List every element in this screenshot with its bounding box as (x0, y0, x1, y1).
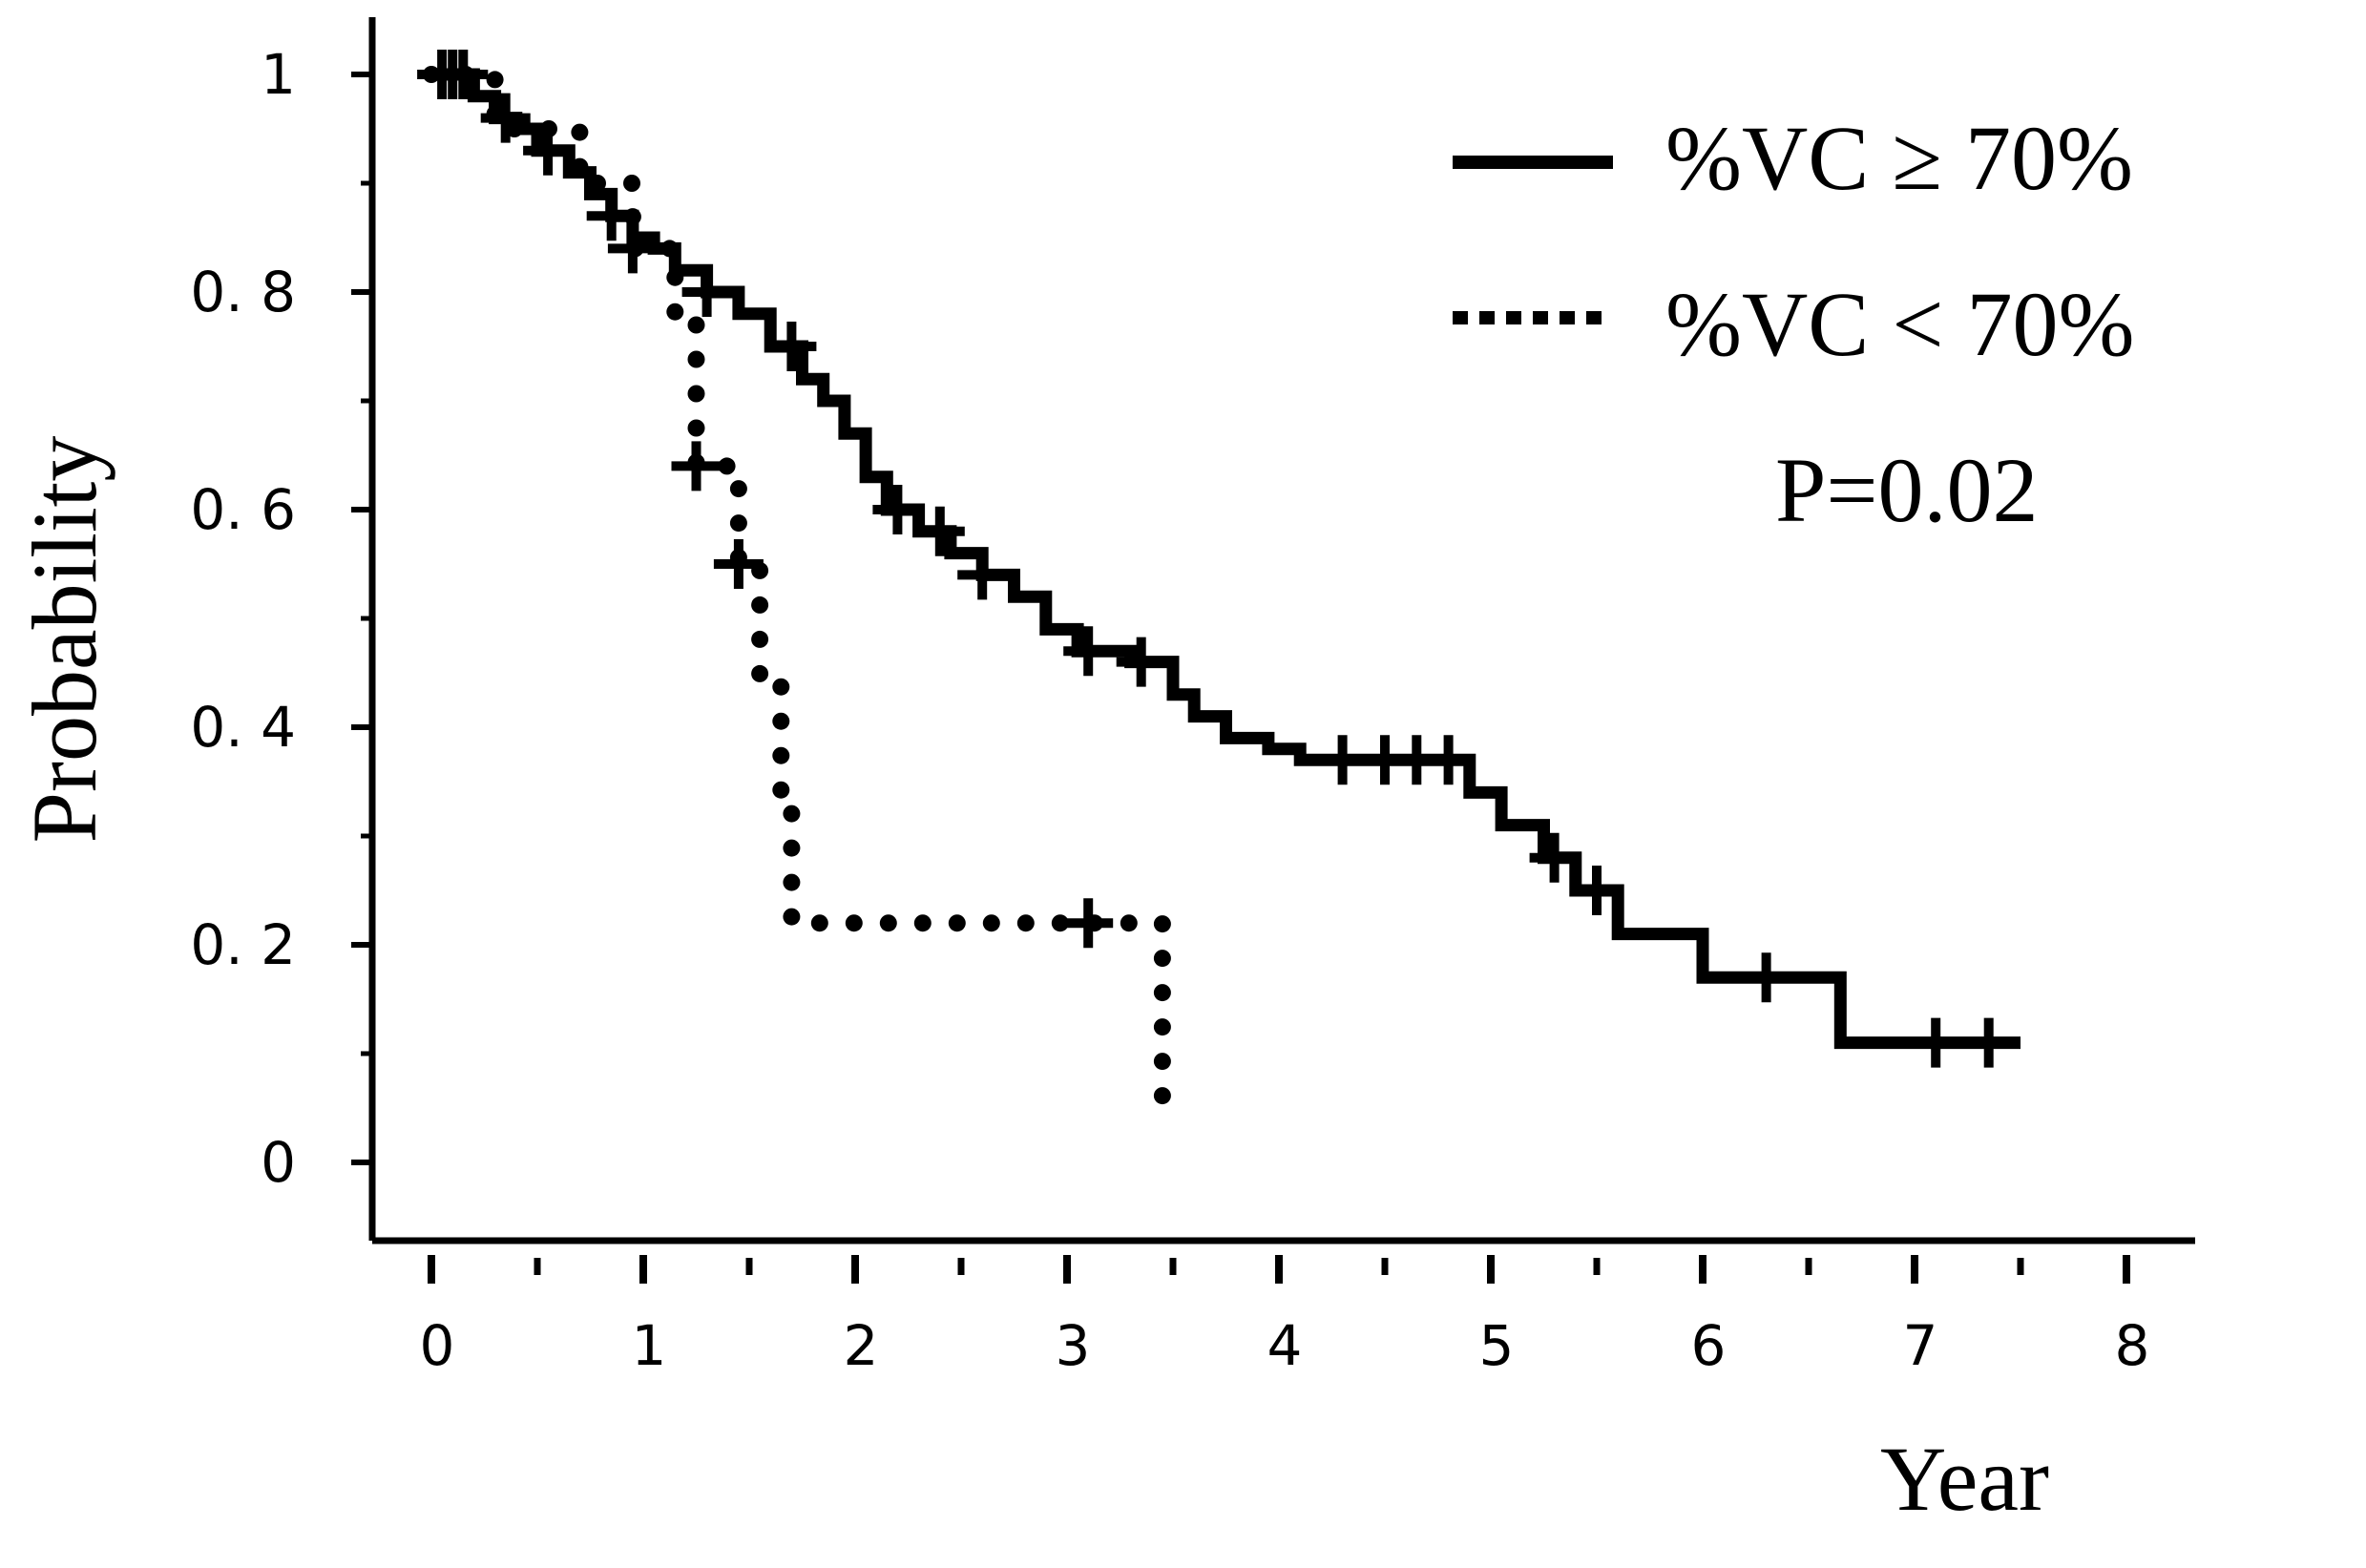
censor-mark (1116, 637, 1166, 687)
censor-mark (713, 539, 764, 589)
censor-mark (1317, 735, 1368, 785)
censor-mark (1063, 898, 1114, 949)
axes-group (368, 17, 2195, 1244)
x-tick-label: 7 (1903, 1313, 1938, 1378)
censor-mark (681, 267, 732, 317)
legend: %VC ≥ 70% %VC < 70% P=0.02 (1453, 107, 2134, 541)
censor-mark (914, 506, 965, 556)
censor-mark (1741, 952, 1791, 1003)
y-tick-label: 0 (261, 1130, 296, 1195)
x-tick-label: 2 (844, 1313, 879, 1378)
censor-mark (1572, 866, 1622, 915)
y-tick-label: 0. 6 (190, 477, 296, 542)
censor-mark (1423, 735, 1474, 785)
x-tick-label: 3 (1056, 1313, 1091, 1378)
censor-mark (1063, 626, 1114, 677)
censor-mark (957, 550, 1008, 600)
x-tick-label: 8 (2115, 1313, 2150, 1378)
legend-label-vc-low: %VC < 70% (1665, 273, 2134, 375)
censor-mark (766, 322, 817, 371)
series-line-vc-low (423, 66, 1171, 1139)
y-tick-label: 0. 8 (190, 260, 296, 324)
x-tick-label: 6 (1691, 1313, 1727, 1378)
y-tick-label: 1 (261, 42, 296, 107)
censor-mark (671, 441, 722, 491)
legend-label-vc-high: %VC ≥ 70% (1665, 107, 2133, 209)
censor-mark (1963, 1017, 2014, 1068)
y-tick-label: 0. 4 (190, 695, 296, 760)
censor-mark (1529, 832, 1580, 883)
x-tick-label: 0 (420, 1313, 455, 1378)
x-axis-title: Year (1880, 1428, 2049, 1530)
censor-mark (872, 485, 923, 534)
x-ticks-group: 0 1 2 3 4 5 6 7 8 (420, 1255, 2150, 1378)
series-layer (417, 50, 2021, 1139)
y-ticks-group: 0 0. 2 0. 6 0. 4 0. 8 1 (190, 42, 372, 1195)
censor-mark (607, 223, 658, 274)
censor-mark (1911, 1017, 1961, 1068)
y-axis-title: Probability (13, 436, 115, 844)
series-line-vc-high (431, 68, 2021, 1050)
x-tick-label: 1 (632, 1313, 667, 1378)
p-value-annotation: P=0.02 (1775, 439, 2039, 541)
x-tick-label: 4 (1267, 1313, 1303, 1378)
y-tick-label: 0. 2 (190, 912, 296, 977)
x-tick-label: 5 (1479, 1313, 1515, 1378)
